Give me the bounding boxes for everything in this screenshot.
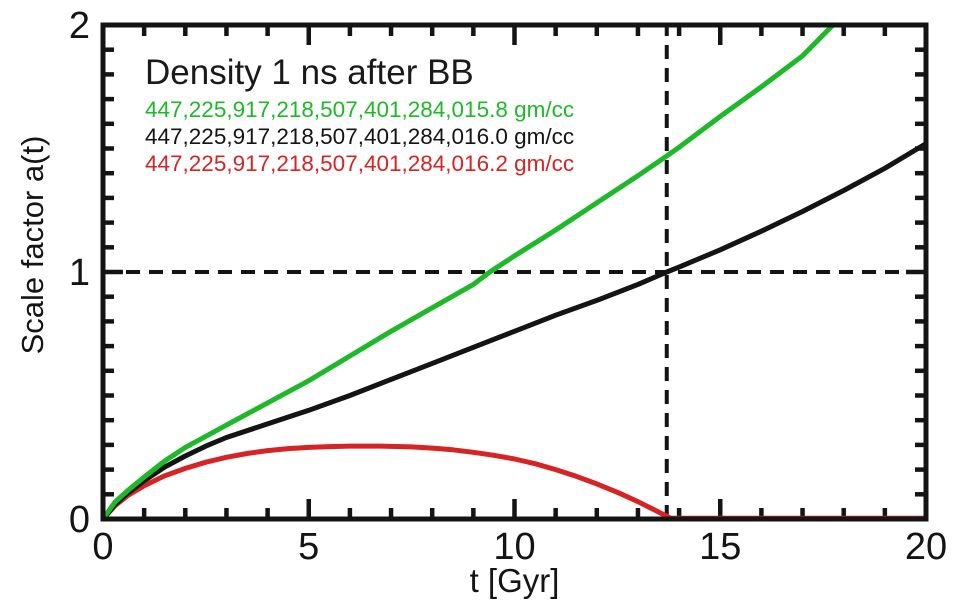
x-tick-label: 10 bbox=[493, 526, 535, 568]
chart-legend: Density 1 ns after BB 447,225,917,218,50… bbox=[145, 53, 574, 177]
legend-entry: 447,225,917,218,507,401,284,015.8 gm/cc bbox=[145, 97, 575, 122]
plot-border bbox=[100, 22, 929, 522]
x-tick-label: 5 bbox=[298, 526, 319, 568]
series-curve-open-universe-accelerating bbox=[103, 25, 837, 519]
x-tick-label: 0 bbox=[92, 526, 113, 568]
tick-labels: 0 5 10 15 20 0 1 2 bbox=[69, 5, 947, 568]
y-tick-label: 2 bbox=[69, 5, 90, 47]
legend-entries: 447,225,917,218,507,401,284,015.8 gm/cc 4… bbox=[145, 96, 574, 177]
legend-entry: 447,225,917,218,507,401,284,016.2 gm/cc bbox=[145, 151, 575, 176]
y-tick-label: 0 bbox=[69, 499, 90, 541]
reference-lines bbox=[103, 25, 926, 519]
legend-entry: 447,225,917,218,507,401,284,016.0 gm/cc bbox=[145, 124, 575, 149]
curves bbox=[103, 25, 926, 519]
x-tick-label: 20 bbox=[905, 526, 947, 568]
series-curve-closed-universe-recollapse bbox=[103, 443, 926, 519]
legend-title: Density 1 ns after BB bbox=[145, 53, 474, 92]
x-axis-title: t [Gyr] bbox=[469, 562, 560, 599]
y-axis-title: Scale factor a(t) bbox=[15, 135, 50, 355]
y-tick-label: 1 bbox=[69, 252, 90, 294]
x-tick-label: 15 bbox=[699, 526, 741, 568]
series-curve-critical-density-flat bbox=[103, 140, 926, 519]
